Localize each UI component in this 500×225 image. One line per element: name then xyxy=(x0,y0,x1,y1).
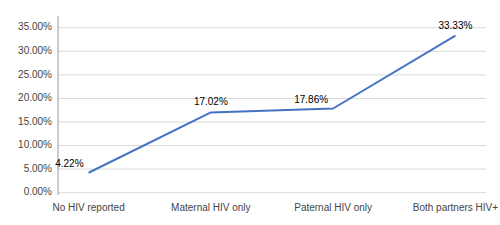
data-label: 17.02% xyxy=(194,96,228,107)
grid xyxy=(58,28,486,193)
x-tick-label: Both partners HIV+ xyxy=(413,202,498,213)
data-label: 17.86% xyxy=(294,94,328,105)
data-label: 33.33% xyxy=(438,20,472,31)
y-tick-label: 10.00% xyxy=(18,139,52,150)
y-tick-label: 15.00% xyxy=(18,116,52,127)
plot-area xyxy=(89,36,456,173)
x-tick-label: Maternal HIV only xyxy=(171,202,250,213)
y-tick-label: 0.00% xyxy=(24,186,52,197)
data-label: 4.22% xyxy=(55,158,83,169)
grid-line xyxy=(58,169,486,170)
y-tick-label: 5.00% xyxy=(24,163,52,174)
chart: 0.00% 5.00% 10.00% 15.00% 20.00% 25.00% 30.00%… xyxy=(0,0,500,225)
line xyxy=(89,36,456,173)
grid-line xyxy=(58,98,486,99)
x-tick-label: Paternal HIV only xyxy=(294,202,372,213)
grid-line xyxy=(58,121,486,122)
grid-line xyxy=(58,27,486,28)
y-tick-label: 35.00% xyxy=(18,21,52,32)
x-tick-label: No HIV reported xyxy=(52,202,124,213)
grid-line xyxy=(58,192,486,193)
grid-line xyxy=(58,74,486,75)
grid-line xyxy=(58,145,486,146)
y-tick-label: 20.00% xyxy=(18,92,52,103)
grid-line xyxy=(58,51,486,52)
y-tick-label: 30.00% xyxy=(18,45,52,56)
y-tick-label: 25.00% xyxy=(18,69,52,80)
